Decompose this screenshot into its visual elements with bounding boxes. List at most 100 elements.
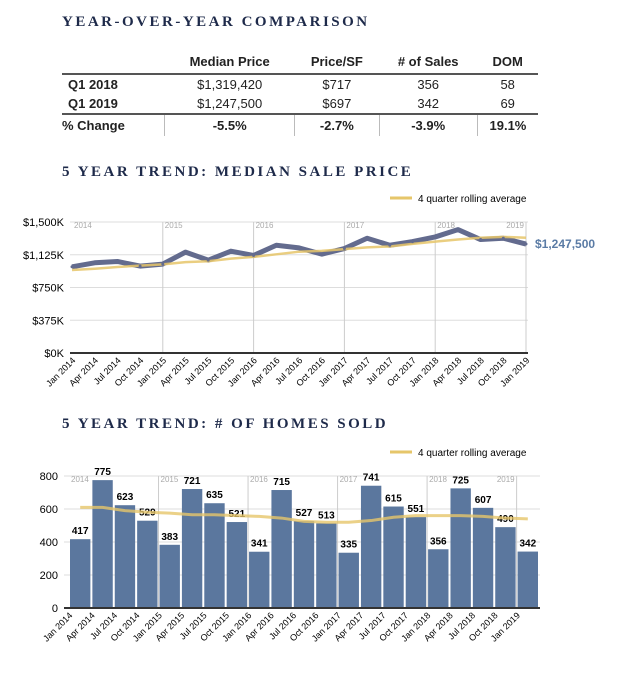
- rolling-average-line: [80, 505, 528, 524]
- year-label: 2015: [165, 221, 183, 230]
- y-tick-label: $375K: [32, 315, 64, 327]
- bar-value-label: 417: [72, 526, 89, 537]
- bar: [316, 523, 337, 608]
- col-header: Price/SF: [294, 50, 379, 75]
- bar-value-label: 775: [94, 467, 111, 478]
- bar: [293, 521, 315, 608]
- col-header: Median Price: [164, 50, 295, 75]
- year-label: 2018: [437, 221, 455, 230]
- bar: [114, 505, 136, 608]
- bar-value-label: 490: [497, 514, 514, 525]
- bar: [383, 506, 404, 608]
- bar-value-label: 551: [408, 504, 425, 515]
- bar: [472, 507, 494, 608]
- price-point: [229, 249, 233, 253]
- legend-label: 4 quarter rolling average: [418, 194, 527, 205]
- bar: [92, 480, 113, 608]
- price-point: [252, 253, 256, 257]
- price-point: [274, 243, 278, 247]
- price-chart: 4 quarter rolling average $0K $375K $750K $1…: [23, 194, 595, 389]
- bar: [226, 522, 248, 608]
- bar-value-label: 513: [318, 510, 335, 521]
- year-label: 2015: [161, 475, 179, 484]
- price-point: [365, 236, 369, 240]
- end-value-label: $1,247,500: [535, 237, 595, 251]
- price-point: [501, 236, 505, 240]
- bar-value-label: 527: [296, 508, 313, 519]
- bar-value-label: 741: [363, 473, 380, 484]
- price-point: [138, 264, 142, 268]
- bar-value-label: 607: [475, 495, 492, 506]
- col-header: DOM: [477, 50, 538, 75]
- comparison-table: Median Price Price/SF # of Sales DOM Q1 201…: [62, 50, 538, 136]
- price-point: [297, 246, 301, 250]
- table-row-change: % Change -5.5% -2.7% -3.9% 19.1%: [62, 113, 538, 136]
- price-point: [342, 247, 346, 251]
- price-point: [388, 243, 392, 247]
- y-tick-label: 200: [40, 570, 58, 582]
- bar-value-label: 715: [273, 477, 290, 488]
- price-point: [479, 238, 483, 242]
- bar-value-label: 615: [385, 494, 402, 505]
- price-point: [456, 228, 460, 232]
- price-point: [524, 242, 528, 246]
- bar: [271, 490, 292, 608]
- bar-value-label: 635: [206, 490, 223, 501]
- year-label: 2017: [346, 221, 364, 230]
- y-tick-label: $750K: [32, 283, 64, 295]
- bar: [495, 527, 516, 608]
- bar-value-label: 383: [161, 532, 178, 543]
- price-point: [206, 258, 210, 262]
- price-point: [161, 262, 165, 266]
- bar-value-label: 623: [117, 492, 134, 503]
- bar-value-label: 721: [184, 476, 201, 487]
- bar: [204, 503, 225, 608]
- price-point: [411, 240, 414, 244]
- bar-value-label: 342: [519, 539, 536, 550]
- bar-value-label: 341: [251, 539, 268, 550]
- bar: [405, 517, 427, 608]
- price-point: [115, 259, 119, 263]
- bar: [249, 551, 270, 608]
- y-tick-label: 600: [40, 504, 58, 516]
- y-tick-label: $1,125K: [23, 250, 65, 262]
- bar-value-label: 335: [340, 540, 357, 551]
- y-tick-label: 0: [52, 603, 58, 615]
- bar: [159, 544, 180, 608]
- year-label: 2016: [256, 221, 274, 230]
- homes-chart-title: 5 YEAR TREND: # OF HOMES SOLD: [62, 416, 389, 432]
- bar: [70, 539, 91, 608]
- year-label: 2018: [429, 475, 447, 484]
- year-label: 2017: [340, 475, 358, 484]
- bar: [517, 551, 538, 608]
- price-chart-title: 5 YEAR TREND: MEDIAN SALE PRICE: [62, 164, 414, 180]
- y-tick-label: 800: [40, 471, 58, 483]
- homes-chart: 4 quarter rolling average 0 200 400 600 800 20…: [40, 448, 540, 644]
- legend-label: 4 quarter rolling average: [418, 448, 527, 459]
- col-header: # of Sales: [379, 50, 478, 75]
- year-label: 2016: [250, 475, 268, 484]
- year-label: 2019: [497, 475, 515, 484]
- year-label: 2014: [71, 475, 89, 484]
- bar: [450, 488, 471, 608]
- table-row: Q1 2018 $1,319,420 $717 356 58: [68, 77, 515, 92]
- rolling-average-line: [71, 235, 527, 272]
- table-row: Q1 2019 $1,247,500 $697 342 69: [68, 96, 515, 111]
- bar: [360, 485, 382, 608]
- bar: [428, 549, 449, 608]
- bar-value-label: 725: [452, 475, 469, 486]
- price-point: [433, 235, 437, 239]
- bar: [181, 489, 203, 608]
- price-point: [320, 252, 324, 256]
- bar-value-label: 356: [430, 536, 447, 547]
- col-header: [62, 50, 165, 75]
- y-tick-label: $0K: [44, 348, 64, 360]
- bar: [137, 520, 158, 608]
- price-point: [70, 265, 74, 269]
- y-tick-label: $1,500K: [23, 217, 65, 229]
- price-point: [93, 261, 97, 265]
- y-tick-label: 400: [40, 537, 58, 549]
- year-label: 2019: [506, 221, 524, 230]
- page-title: YEAR-OVER-YEAR COMPARISON: [62, 14, 370, 30]
- price-point: [184, 250, 187, 254]
